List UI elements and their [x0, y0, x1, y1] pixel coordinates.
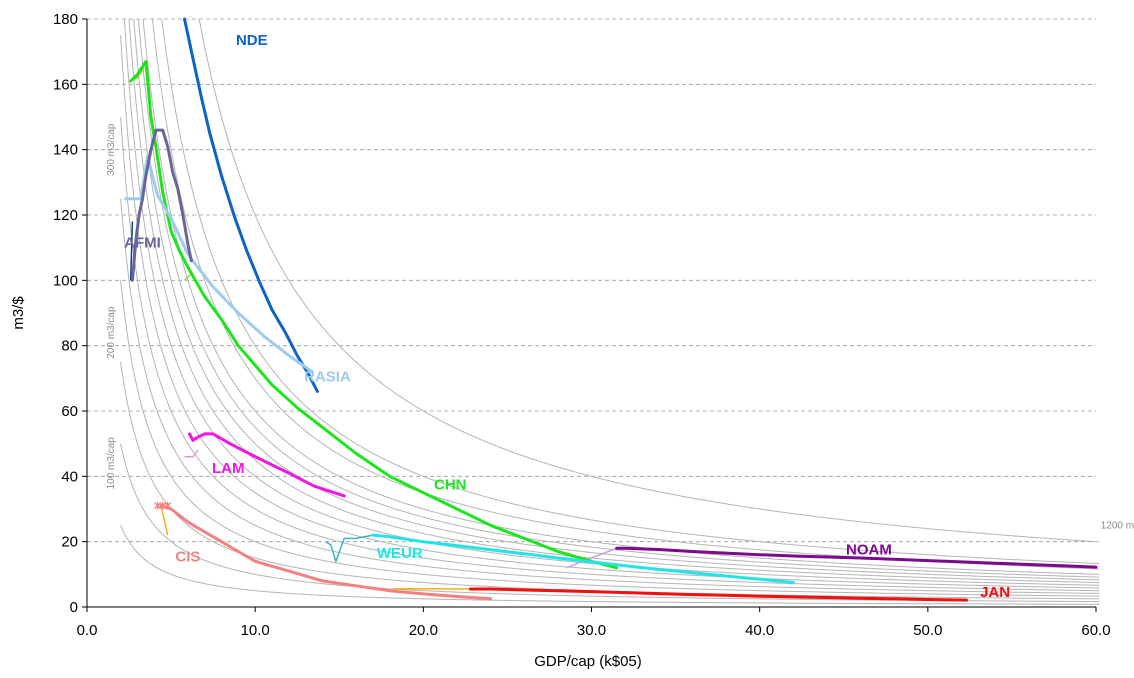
iso-line-450 — [128, 19, 1100, 584]
y-tick-label-120: 120 — [53, 207, 78, 224]
iso-line-500 — [133, 19, 1100, 581]
y-tick-label-60: 60 — [61, 403, 78, 420]
x-axis-title: GDP/cap (k$05) — [534, 653, 642, 670]
trace-6 — [325, 534, 374, 564]
cis-marker-2 — [164, 501, 172, 510]
series-label-chn: CHN — [434, 476, 467, 493]
y-tick-label-160: 160 — [53, 76, 78, 93]
iso-label-3: 1200 m3/cap — [1101, 521, 1134, 532]
series-label-cis: CIS — [175, 548, 200, 565]
iso-line-400 — [123, 19, 1100, 586]
series-label-afmi: AFMI — [124, 235, 161, 252]
iso-line-350 — [120, 35, 1100, 589]
series-line-chn — [129, 60, 619, 570]
x-tick-label-60.0: 60.0 — [1081, 622, 1110, 639]
tick-labels: 0 20 40 60 80 100 120 140 160 180 0.0 10.0 20.0 30.0 4… — [53, 11, 1111, 639]
trace-1 — [183, 273, 192, 281]
y-axis-title: m3/$ — [10, 296, 27, 330]
iso-label-2: 300 m3/cap — [106, 123, 117, 176]
cis-marker-1 — [159, 501, 167, 510]
series-line-jan — [468, 587, 968, 602]
series-line-afmi — [130, 128, 193, 282]
trace-5 — [184, 449, 199, 458]
iso-line-250 — [120, 198, 1100, 594]
x-tick-label-0.0: 0.0 — [77, 622, 98, 639]
iso-line-200 — [120, 280, 1100, 597]
iso-line-300 — [120, 116, 1100, 592]
iso-label-0: 100 m3/cap — [106, 437, 117, 490]
iso-line-550 — [137, 19, 1100, 578]
iso-line-1200 — [198, 19, 1100, 543]
series-label-nde: NDE — [236, 32, 268, 49]
iso-line-50 — [120, 525, 1100, 605]
series-line-lam — [188, 432, 346, 498]
series-line-cis — [159, 504, 493, 601]
series-label-rasia: RASIA — [304, 369, 351, 386]
series-label-lam: LAM — [212, 460, 245, 477]
iso-label-1: 200 m3/cap — [106, 306, 117, 359]
iso-line-700 — [151, 19, 1100, 570]
series-lines — [124, 17, 1098, 602]
series-line-noam — [615, 546, 1098, 569]
trace-7 — [129, 221, 134, 281]
trace-4 — [566, 547, 617, 569]
y-tick-label-140: 140 — [53, 142, 78, 159]
series-label-weur: WEUR — [377, 545, 423, 562]
x-tick-label-10.0: 10.0 — [241, 622, 270, 639]
series-label-noam: NOAM — [846, 542, 892, 559]
series-label-jan: JAN — [980, 584, 1010, 601]
y-tick-label-180: 180 — [53, 11, 78, 28]
y-tick-label-40: 40 — [61, 468, 78, 485]
series-line-rasia — [124, 154, 314, 374]
iso-line-600 — [142, 19, 1100, 575]
x-tick-label-40.0: 40.0 — [745, 622, 774, 639]
iso-line-800 — [161, 19, 1100, 565]
series-line-weur — [371, 533, 795, 584]
x-tick-label-20.0: 20.0 — [409, 622, 438, 639]
y-tick-label-80: 80 — [61, 338, 78, 355]
y-tick-label-100: 100 — [53, 272, 78, 289]
axes — [82, 18, 1097, 612]
iso-lines: 100 m3/cap 200 m3/cap 300 m3/cap 1200 m3/ca… — [106, 19, 1134, 605]
y-tick-label-0: 0 — [70, 599, 78, 616]
series-line-nde — [183, 17, 319, 393]
y-tick-label-20: 20 — [61, 534, 78, 551]
cis-marker-0 — [154, 501, 162, 510]
x-tick-label-50.0: 50.0 — [913, 622, 942, 639]
series-labels: NDE CHN RASIA AFMI LAM CIS WEUR NOAM JAN — [124, 32, 1010, 601]
x-tick-label-30.0: 30.0 — [577, 622, 606, 639]
trace-3 — [160, 505, 169, 536]
